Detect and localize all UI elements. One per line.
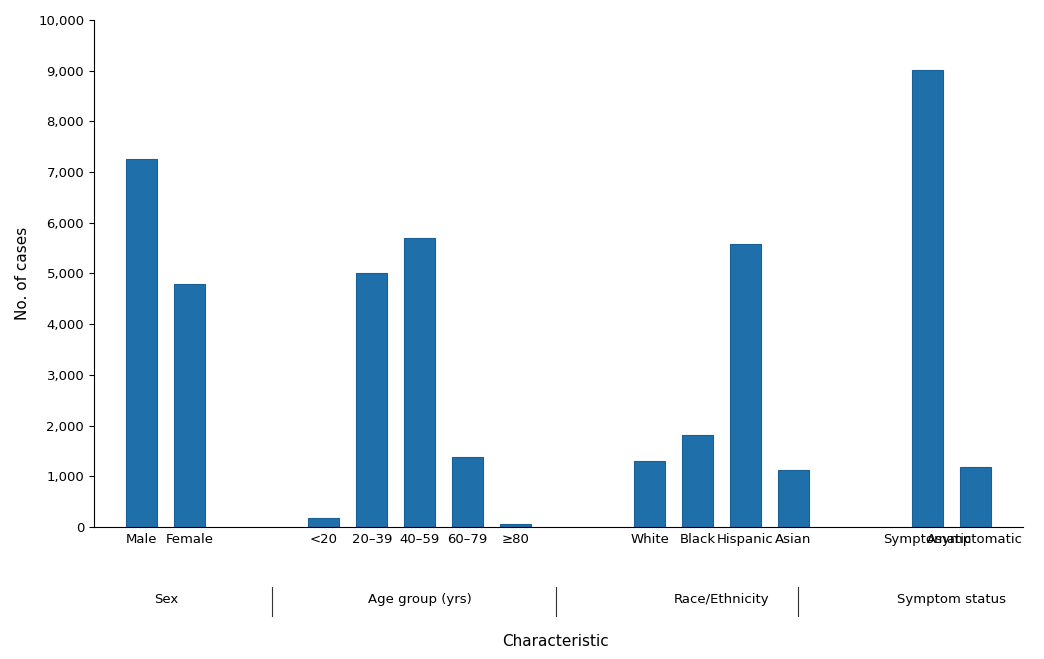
Bar [634, 461, 665, 527]
Text: Race/Ethnicity: Race/Ethnicity [673, 593, 769, 606]
Bar [126, 159, 158, 527]
Bar [308, 519, 339, 527]
Bar [778, 471, 809, 527]
Bar [500, 524, 531, 527]
Bar [404, 238, 435, 527]
Bar [682, 435, 713, 527]
Bar [356, 273, 387, 527]
Bar [959, 467, 991, 527]
Text: Symptom status: Symptom status [897, 593, 1005, 606]
Bar [174, 283, 206, 527]
Text: Sex: Sex [153, 593, 177, 606]
Bar [911, 70, 943, 527]
Bar [730, 244, 761, 527]
Text: Characteristic: Characteristic [502, 634, 609, 648]
Text: Age group (yrs): Age group (yrs) [367, 593, 472, 606]
Y-axis label: No. of cases: No. of cases [15, 227, 30, 320]
Bar [452, 457, 483, 527]
